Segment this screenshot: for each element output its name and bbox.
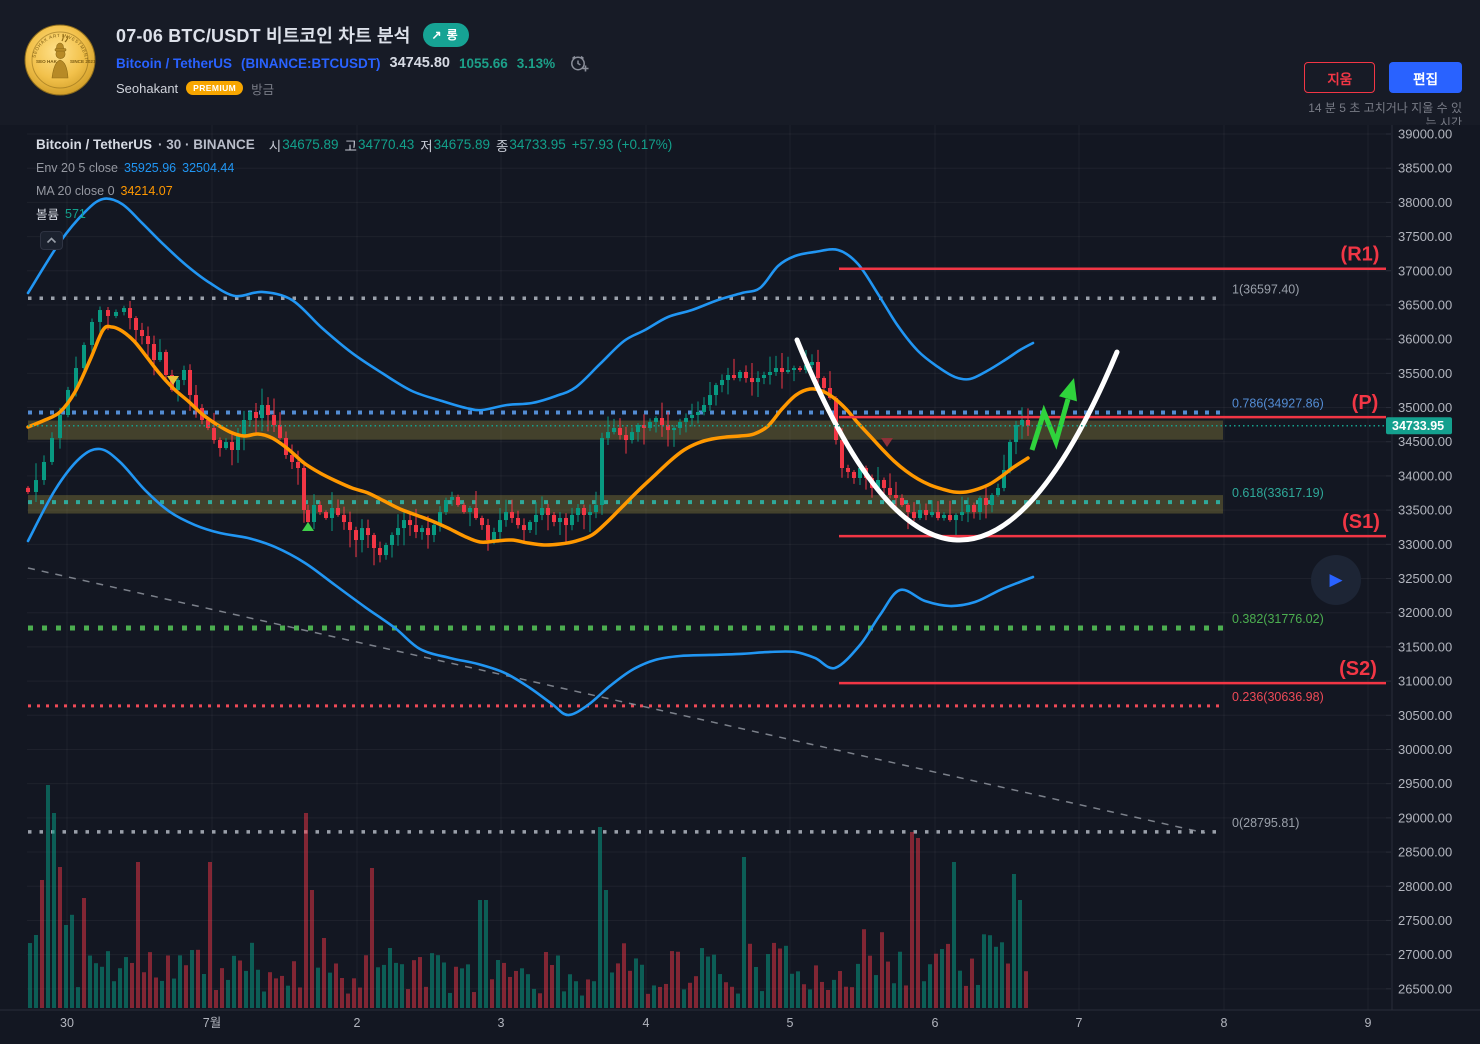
replay-play-button[interactable]: ▶ — [1311, 555, 1361, 605]
arrow-up-right-icon: ↗ — [431, 27, 442, 42]
posted-time: 방금 — [251, 82, 275, 97]
time-axis-label: 6 — [932, 1016, 939, 1030]
change-percent: 3.13% — [516, 55, 556, 71]
symbol-link[interactable]: Bitcoin / TetherUS — [116, 55, 233, 71]
symbol-exchange-link[interactable]: (BINANCE:BTCUSDT) — [241, 55, 381, 71]
chart-background — [0, 125, 1480, 1044]
time-axis-label: 8 — [1221, 1016, 1228, 1030]
price-axis-label: 37000.00 — [1398, 263, 1452, 278]
price-axis-label: 34500.00 — [1398, 434, 1452, 449]
fib-level-label: 0.786(34927.86) — [1232, 396, 1324, 410]
price-axis-label: 34000.00 — [1398, 468, 1452, 483]
pivot-label: (P) — [1352, 392, 1379, 414]
time-axis-label: 4 — [643, 1016, 650, 1030]
price-axis-label: 37500.00 — [1398, 229, 1452, 244]
legend-collapse-button[interactable] — [40, 231, 63, 250]
cup-pattern-drawing[interactable] — [794, 337, 1120, 543]
avatar-left-text: SEO HAK — [36, 59, 58, 64]
trendline[interactable] — [27, 567, 1206, 834]
price-axis-label: 39000.00 — [1398, 127, 1452, 142]
idea-header: SEOHAK ART INVESTMENT FORUM SEO HAK SINC… — [0, 0, 1480, 130]
price-axis-label: 29000.00 — [1398, 810, 1452, 825]
idea-title: 07-06 BTC/USDT 비트코인 차트 분석 — [116, 26, 411, 46]
last-price: 34745.80 — [389, 55, 450, 71]
fib-level-label: 0.618(33617.19) — [1232, 486, 1324, 500]
price-axis-label: 35500.00 — [1398, 366, 1452, 381]
pivot-label: (R1) — [1341, 244, 1380, 266]
signal-markers — [167, 375, 893, 532]
price-axis-label: 36500.00 — [1398, 297, 1452, 312]
fib-level-label: 0.236(30636.98) — [1232, 690, 1324, 704]
envelope-lower-line — [26, 447, 1035, 717]
time-axis-label: 7월 — [203, 1016, 221, 1030]
current-price-tag-label: 34733.95 — [1392, 419, 1444, 433]
time-axis[interactable]: 30 7월 2 3 4 5 6 7 8 9 — [0, 1009, 1480, 1030]
envelope-indicator — [26, 197, 1035, 717]
price-axis-label: 27000.00 — [1398, 947, 1452, 962]
price-axis-label: 30000.00 — [1398, 742, 1452, 757]
price-axis-label: 38500.00 — [1398, 161, 1452, 176]
marker-down-triangle — [881, 438, 893, 448]
coin-figure — [51, 33, 69, 79]
fib-level-label: 0.382(31776.02) — [1232, 612, 1324, 626]
price-axis-label: 32500.00 — [1398, 571, 1452, 586]
current-price-tag — [1386, 417, 1452, 435]
clear-button[interactable]: 지움 — [1304, 62, 1376, 93]
marker-down-triangle — [167, 375, 179, 385]
fib-level-label: 0(28795.81) — [1232, 816, 1299, 830]
price-axis-label: 31500.00 — [1398, 639, 1452, 654]
pivot-label: (S2) — [1339, 658, 1377, 680]
marker-up-triangle — [302, 522, 314, 532]
add-alert-icon[interactable] — [568, 52, 590, 74]
long-direction-badge: ↗ 롱 — [422, 23, 469, 47]
fib-level-label: 1(36597.40) — [1232, 282, 1299, 296]
zigzag-arrow-drawing — [1029, 378, 1077, 451]
candles — [26, 301, 1030, 566]
author-avatar[interactable]: SEOHAK ART INVESTMENT FORUM SEO HAK SINC… — [24, 24, 96, 96]
chart-panel: 1(36597.40) 0.786(34927.86) 0.618(33617.19… — [0, 125, 1480, 1044]
time-axis-label: 9 — [1365, 1016, 1372, 1030]
avatar-right-text: SINCE 2021 — [70, 59, 96, 64]
time-axis-label: 7 — [1076, 1016, 1083, 1030]
price-axis-label: 36000.00 — [1398, 332, 1452, 347]
author-name[interactable]: Seohakant — [116, 80, 179, 96]
fibonacci-levels: 1(36597.40) 0.786(34927.86) 0.618(33617.19… — [28, 282, 1324, 834]
price-axis[interactable]: 39000.00 38500.00 38000.00 37500.00 37000.00… — [1386, 125, 1452, 1010]
time-axis-label: 2 — [354, 1016, 361, 1030]
arrow-head — [1059, 378, 1077, 402]
price-axis-label: 26500.00 — [1398, 981, 1452, 996]
price-axis-label: 27500.00 — [1398, 913, 1452, 928]
edit-button[interactable]: 편집 — [1389, 62, 1462, 93]
price-axis-label: 32000.00 — [1398, 605, 1452, 620]
envelope-upper-line — [26, 197, 1035, 412]
price-axis-label: 33500.00 — [1398, 503, 1452, 518]
price-axis-label: 28000.00 — [1398, 879, 1452, 894]
price-axis-label: 28500.00 — [1398, 845, 1452, 860]
price-chart[interactable]: 1(36597.40) 0.786(34927.86) 0.618(33617.19… — [0, 125, 1480, 1044]
time-axis-label: 3 — [498, 1016, 505, 1030]
play-icon: ▶ — [1329, 570, 1343, 589]
price-axis-label: 38000.00 — [1398, 195, 1452, 210]
price-axis-label: 33000.00 — [1398, 537, 1452, 552]
price-axis-label: 30500.00 — [1398, 708, 1452, 723]
chevron-up-icon — [46, 237, 57, 244]
ma-line — [26, 324, 1030, 547]
price-axis-label: 35000.00 — [1398, 400, 1452, 415]
change-absolute: 1055.66 — [458, 55, 508, 71]
price-axis-label: 29500.00 — [1398, 776, 1452, 791]
volume-bars — [28, 785, 1028, 1008]
time-axis-label: 5 — [787, 1016, 794, 1030]
premium-badge: PREMIUM — [186, 81, 244, 95]
price-axis-label: 31000.00 — [1398, 674, 1452, 689]
time-axis-label: 30 — [60, 1016, 74, 1030]
pivot-label: (S1) — [1342, 511, 1380, 533]
